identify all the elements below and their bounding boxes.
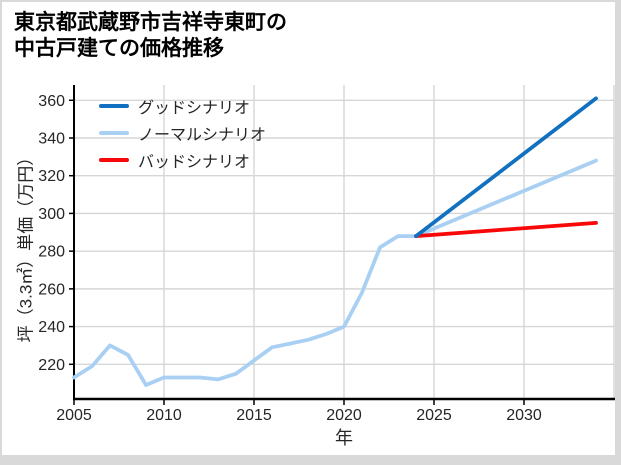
legend-item-good: グッドシナリオ [99,92,266,119]
x-axis-label: 年 [335,428,353,448]
chart-title: 東京都武蔵野市吉祥寺東町の 中古戸建ての価格推移 [14,10,287,62]
legend-item-normal: ノーマルシナリオ [99,119,266,146]
y-tick-label-220: 220 [38,357,65,374]
legend-label-bad: バッドシナリオ [138,153,251,171]
y-tick-label-320: 320 [38,168,65,185]
series-line-1 [72,158,598,387]
legend-label-good: グッドシナリオ [138,99,251,117]
legend-label-normal: ノーマルシナリオ [138,126,267,144]
y-tick-label-300: 300 [38,206,65,223]
y-tick-label-280: 280 [38,244,65,261]
legend-item-bad: バッドシナリオ [99,146,266,173]
y-tick-label-260: 260 [38,281,65,298]
series-line-2 [414,220,598,239]
x-tick-label-2015: 2015 [236,407,272,424]
y-tick-label-240: 240 [38,319,65,336]
good-scenario-line-swatch [99,103,129,108]
x-tick-label-2025: 2025 [416,407,452,424]
chart-title-line2: 中古戸建ての価格推移 [14,37,224,60]
bad-scenario-line-swatch [99,157,129,162]
x-tick-label-2010: 2010 [146,407,182,424]
normal-scenario-line-swatch [99,130,129,135]
x-tick-label-2005: 2005 [56,407,92,424]
x-tick-label-2030: 2030 [506,407,542,424]
y-tick-label-360: 360 [38,93,65,110]
series-line-0 [414,96,598,239]
chart-title-line1: 東京都武蔵野市吉祥寺東町の [14,11,287,34]
x-tick-label-2020: 2020 [326,407,362,424]
legend: グッドシナリオ ノーマルシナリオ バッドシナリオ [99,92,266,173]
y-axis-label: 坪（3.3㎡）単価（万円） [16,148,36,343]
y-tick-label-340: 340 [38,130,65,147]
